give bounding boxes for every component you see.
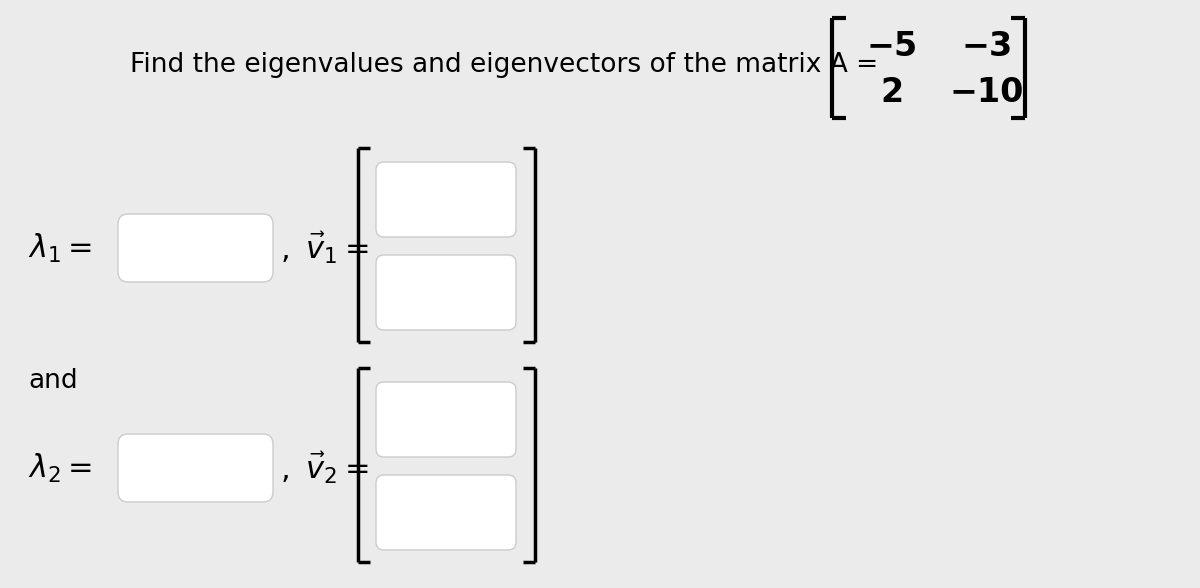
FancyBboxPatch shape [376,162,516,237]
FancyBboxPatch shape [376,382,516,457]
Text: and: and [28,368,78,394]
FancyBboxPatch shape [376,255,516,330]
Text: Find the eigenvalues and eigenvectors of the matrix A =: Find the eigenvalues and eigenvectors of… [130,52,878,78]
Text: $,\ \vec{v}_1 =$: $,\ \vec{v}_1 =$ [280,230,368,266]
Text: $,\ \vec{v}_2 =$: $,\ \vec{v}_2 =$ [280,450,368,486]
Text: −10: −10 [950,76,1024,109]
Text: $\lambda_2 =$: $\lambda_2 =$ [28,452,92,485]
Text: $\lambda_1 =$: $\lambda_1 =$ [28,232,92,265]
FancyBboxPatch shape [118,434,274,502]
Text: −3: −3 [961,29,1013,62]
FancyBboxPatch shape [376,475,516,550]
Text: −5: −5 [866,29,918,62]
Text: 2: 2 [881,76,904,109]
FancyBboxPatch shape [118,214,274,282]
